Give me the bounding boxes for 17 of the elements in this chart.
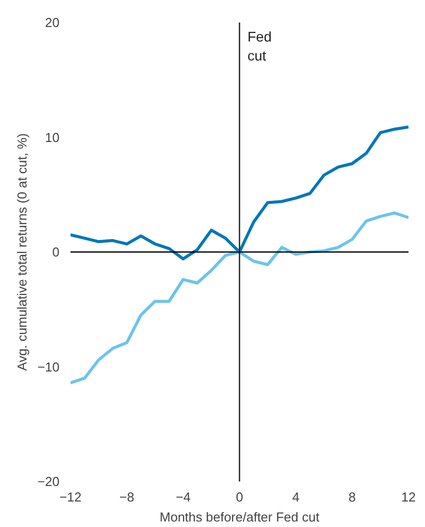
- y-tick-label: −10: [37, 359, 60, 374]
- x-tick-label: −12: [59, 490, 82, 504]
- line-series: [70, 211, 408, 384]
- x-tick-label: 0: [236, 490, 244, 504]
- x-tick-label: −8: [119, 490, 134, 504]
- y-tick-label: 10: [45, 130, 60, 145]
- x-tick-label: −4: [176, 490, 191, 504]
- line-series: [70, 125, 408, 260]
- y-tick-label: 0: [52, 244, 60, 260]
- y-tick-label: 20: [45, 15, 60, 30]
- y-tick-label: −20: [37, 474, 60, 489]
- x-tick-label: 12: [401, 490, 416, 504]
- ref-line-label: Fed cut: [248, 28, 272, 64]
- x-tick-label: 8: [348, 490, 356, 504]
- x-tick-label: 4: [292, 490, 300, 504]
- y-axis-title: Avg. cumulative total returns (0 at cut, %): [14, 133, 30, 371]
- x-axis-title: Months before/after Fed cut: [160, 510, 320, 524]
